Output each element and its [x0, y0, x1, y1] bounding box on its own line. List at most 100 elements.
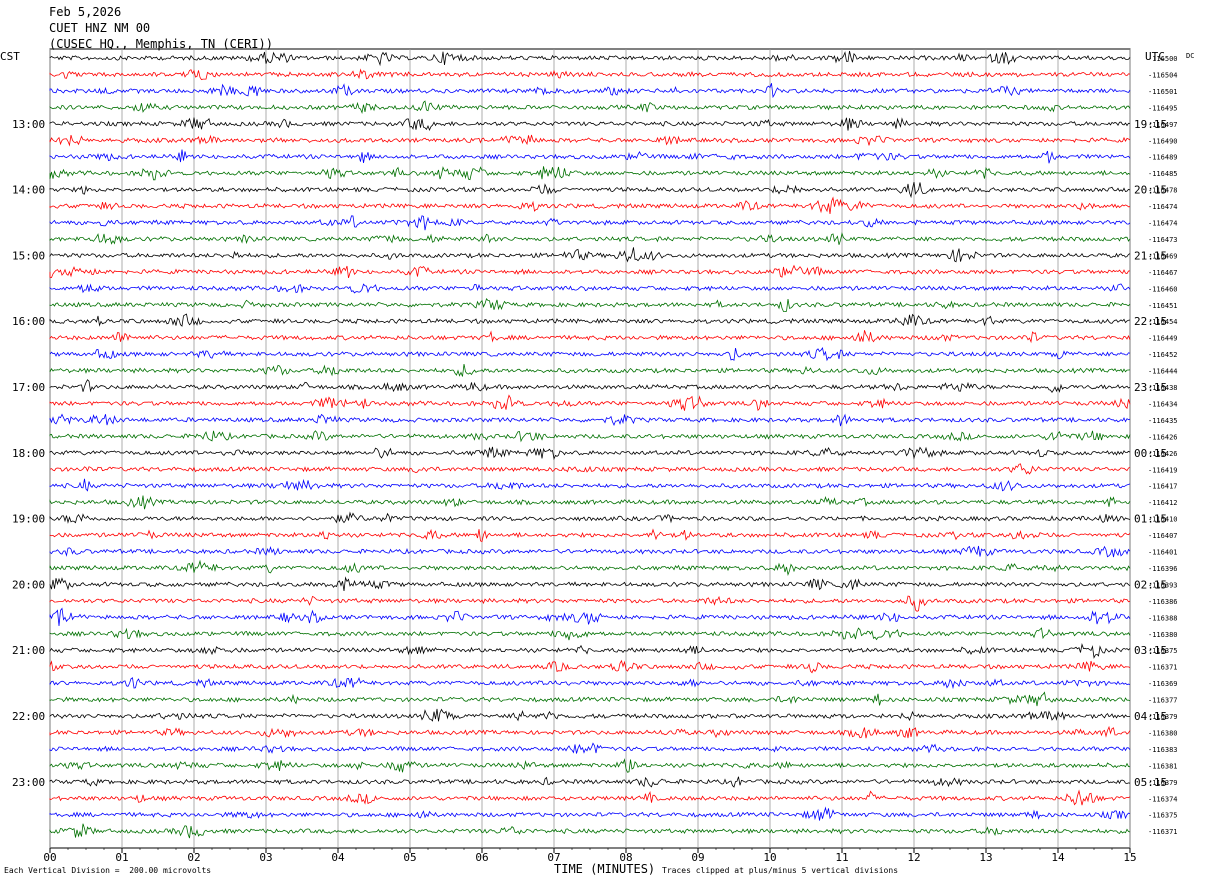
utc-hour-label: 19:15: [1134, 118, 1167, 131]
x-tick-label: 06: [475, 851, 488, 864]
trace-line: [49, 627, 1131, 641]
dc-offset-label: -116383: [1148, 746, 1178, 754]
utc-hour-label: 23:15: [1134, 381, 1167, 394]
dc-offset-label: -116460: [1148, 285, 1178, 293]
dc-offset-label: -116371: [1148, 828, 1178, 836]
trace-line: [49, 182, 1131, 199]
trace-line: [49, 232, 1131, 245]
trace-line: [49, 463, 1131, 475]
trace-line: [49, 117, 1131, 132]
utc-hour-label: 05:15: [1134, 776, 1167, 789]
trace-line: [49, 264, 1131, 279]
trace-line: [49, 330, 1131, 344]
dc-offset-label: -116452: [1148, 351, 1178, 359]
dc-offset-label: -116401: [1148, 549, 1178, 557]
x-tick-label: 08: [619, 851, 632, 864]
x-tick-label: 04: [331, 851, 345, 864]
trace-line: [49, 313, 1131, 327]
utc-label: UTC: [1145, 50, 1165, 63]
trace-line: [49, 545, 1131, 558]
dc-offset-label: -116490: [1148, 137, 1178, 145]
location-label: (CUSEC HQ., Memphis, TN (CERI)): [49, 37, 273, 51]
trace-line: [49, 215, 1131, 231]
trace-line: [49, 495, 1131, 510]
trace-line: [49, 100, 1131, 114]
dc-offset-label: -116381: [1148, 762, 1178, 770]
dc-offset-label: -116417: [1148, 483, 1178, 491]
x-tick-label: 10: [763, 851, 776, 864]
x-tick-label: 14: [1051, 851, 1065, 864]
dc-offset-label: -116412: [1148, 499, 1178, 507]
trace-line: [49, 725, 1131, 739]
trace-line: [49, 413, 1131, 427]
dc-offset-label: -116469: [1148, 252, 1178, 260]
dc-label: DC: [1186, 52, 1194, 60]
x-axis-label: TIME (MINUTES): [554, 862, 656, 876]
dc-offset-label: -116478: [1148, 187, 1178, 195]
trace-line: [49, 283, 1131, 294]
dc-offset-label: -116434: [1148, 400, 1178, 408]
dc-offset-label: -116380: [1148, 631, 1178, 639]
dc-offset-label: -116449: [1148, 335, 1178, 343]
trace-line: [49, 528, 1131, 543]
trace-line: [49, 347, 1131, 362]
clip-note: Traces clipped at plus/minus 5 vertical …: [662, 866, 899, 875]
trace-line: [49, 478, 1131, 492]
dc-offset-label: -116371: [1148, 664, 1178, 672]
cst-hour-label: 17:00: [12, 381, 45, 394]
trace-line: [49, 511, 1131, 524]
dc-offset-label: -116438: [1148, 384, 1178, 392]
trace-line: [49, 806, 1131, 821]
utc-hour-label: 20:15: [1134, 184, 1167, 197]
x-tick-label: 15: [1123, 851, 1136, 864]
cst-hour-label: 20:00: [12, 578, 45, 591]
trace-line: [49, 643, 1131, 659]
utc-hour-label: 02:15: [1134, 578, 1167, 591]
trace-line: [49, 379, 1131, 394]
x-tick-label: 13: [979, 851, 992, 864]
x-tick-label: 09: [691, 851, 704, 864]
cst-label: CST: [0, 50, 20, 63]
dc-offset-label: -116489: [1148, 154, 1178, 162]
dc-offset-label: -116497: [1148, 121, 1178, 129]
trace-line: [49, 430, 1131, 443]
scale-note: Each Vertical Division = 200.00 microvol…: [4, 866, 212, 875]
cst-hour-label: 15:00: [12, 249, 45, 262]
trace-line: [49, 297, 1131, 313]
dc-offset-label: -116504: [1148, 71, 1178, 79]
trace-line: [49, 166, 1131, 181]
cst-hour-label: 18:00: [12, 447, 45, 460]
plot-frame: [49, 48, 1131, 849]
trace-line: [49, 607, 1131, 626]
trace-line: [49, 742, 1131, 754]
dc-offset-label: -116474: [1148, 220, 1178, 228]
trace-line: [49, 758, 1131, 773]
dc-offset-label: -116407: [1148, 532, 1178, 540]
dc-offset-label: -116396: [1148, 565, 1178, 573]
dc-offset-label: -116501: [1148, 88, 1178, 96]
dc-offset-label: -116467: [1148, 269, 1178, 277]
dc-offset-label: -116375: [1148, 812, 1178, 820]
x-tick-label: 02: [187, 851, 200, 864]
cst-hour-label: 14:00: [12, 184, 45, 197]
trace-line: [49, 595, 1131, 612]
trace-line: [49, 196, 1131, 215]
cst-hour-label: 23:00: [12, 776, 45, 789]
trace-line: [49, 364, 1131, 377]
dc-offset-label: -116444: [1148, 368, 1178, 376]
dc-offset-label: -116473: [1148, 236, 1178, 244]
dc-offset-label: -116388: [1148, 614, 1178, 622]
utc-hour-label: 01:15: [1134, 513, 1167, 526]
utc-hour-label: 03:15: [1134, 644, 1167, 657]
dc-offset-label: -116369: [1148, 680, 1178, 688]
utc-hour-label: 00:15: [1134, 447, 1167, 460]
dc-offset-label: -116485: [1148, 170, 1178, 178]
x-tick-label: 05: [403, 851, 416, 864]
dc-offset-label: -116454: [1148, 318, 1178, 326]
trace-line: [49, 789, 1131, 806]
dc-offset-label: -116380: [1148, 729, 1178, 737]
dc-offset-label: -116451: [1148, 302, 1178, 310]
dc-offset-label: -116379: [1148, 779, 1178, 787]
trace-line: [49, 659, 1131, 674]
